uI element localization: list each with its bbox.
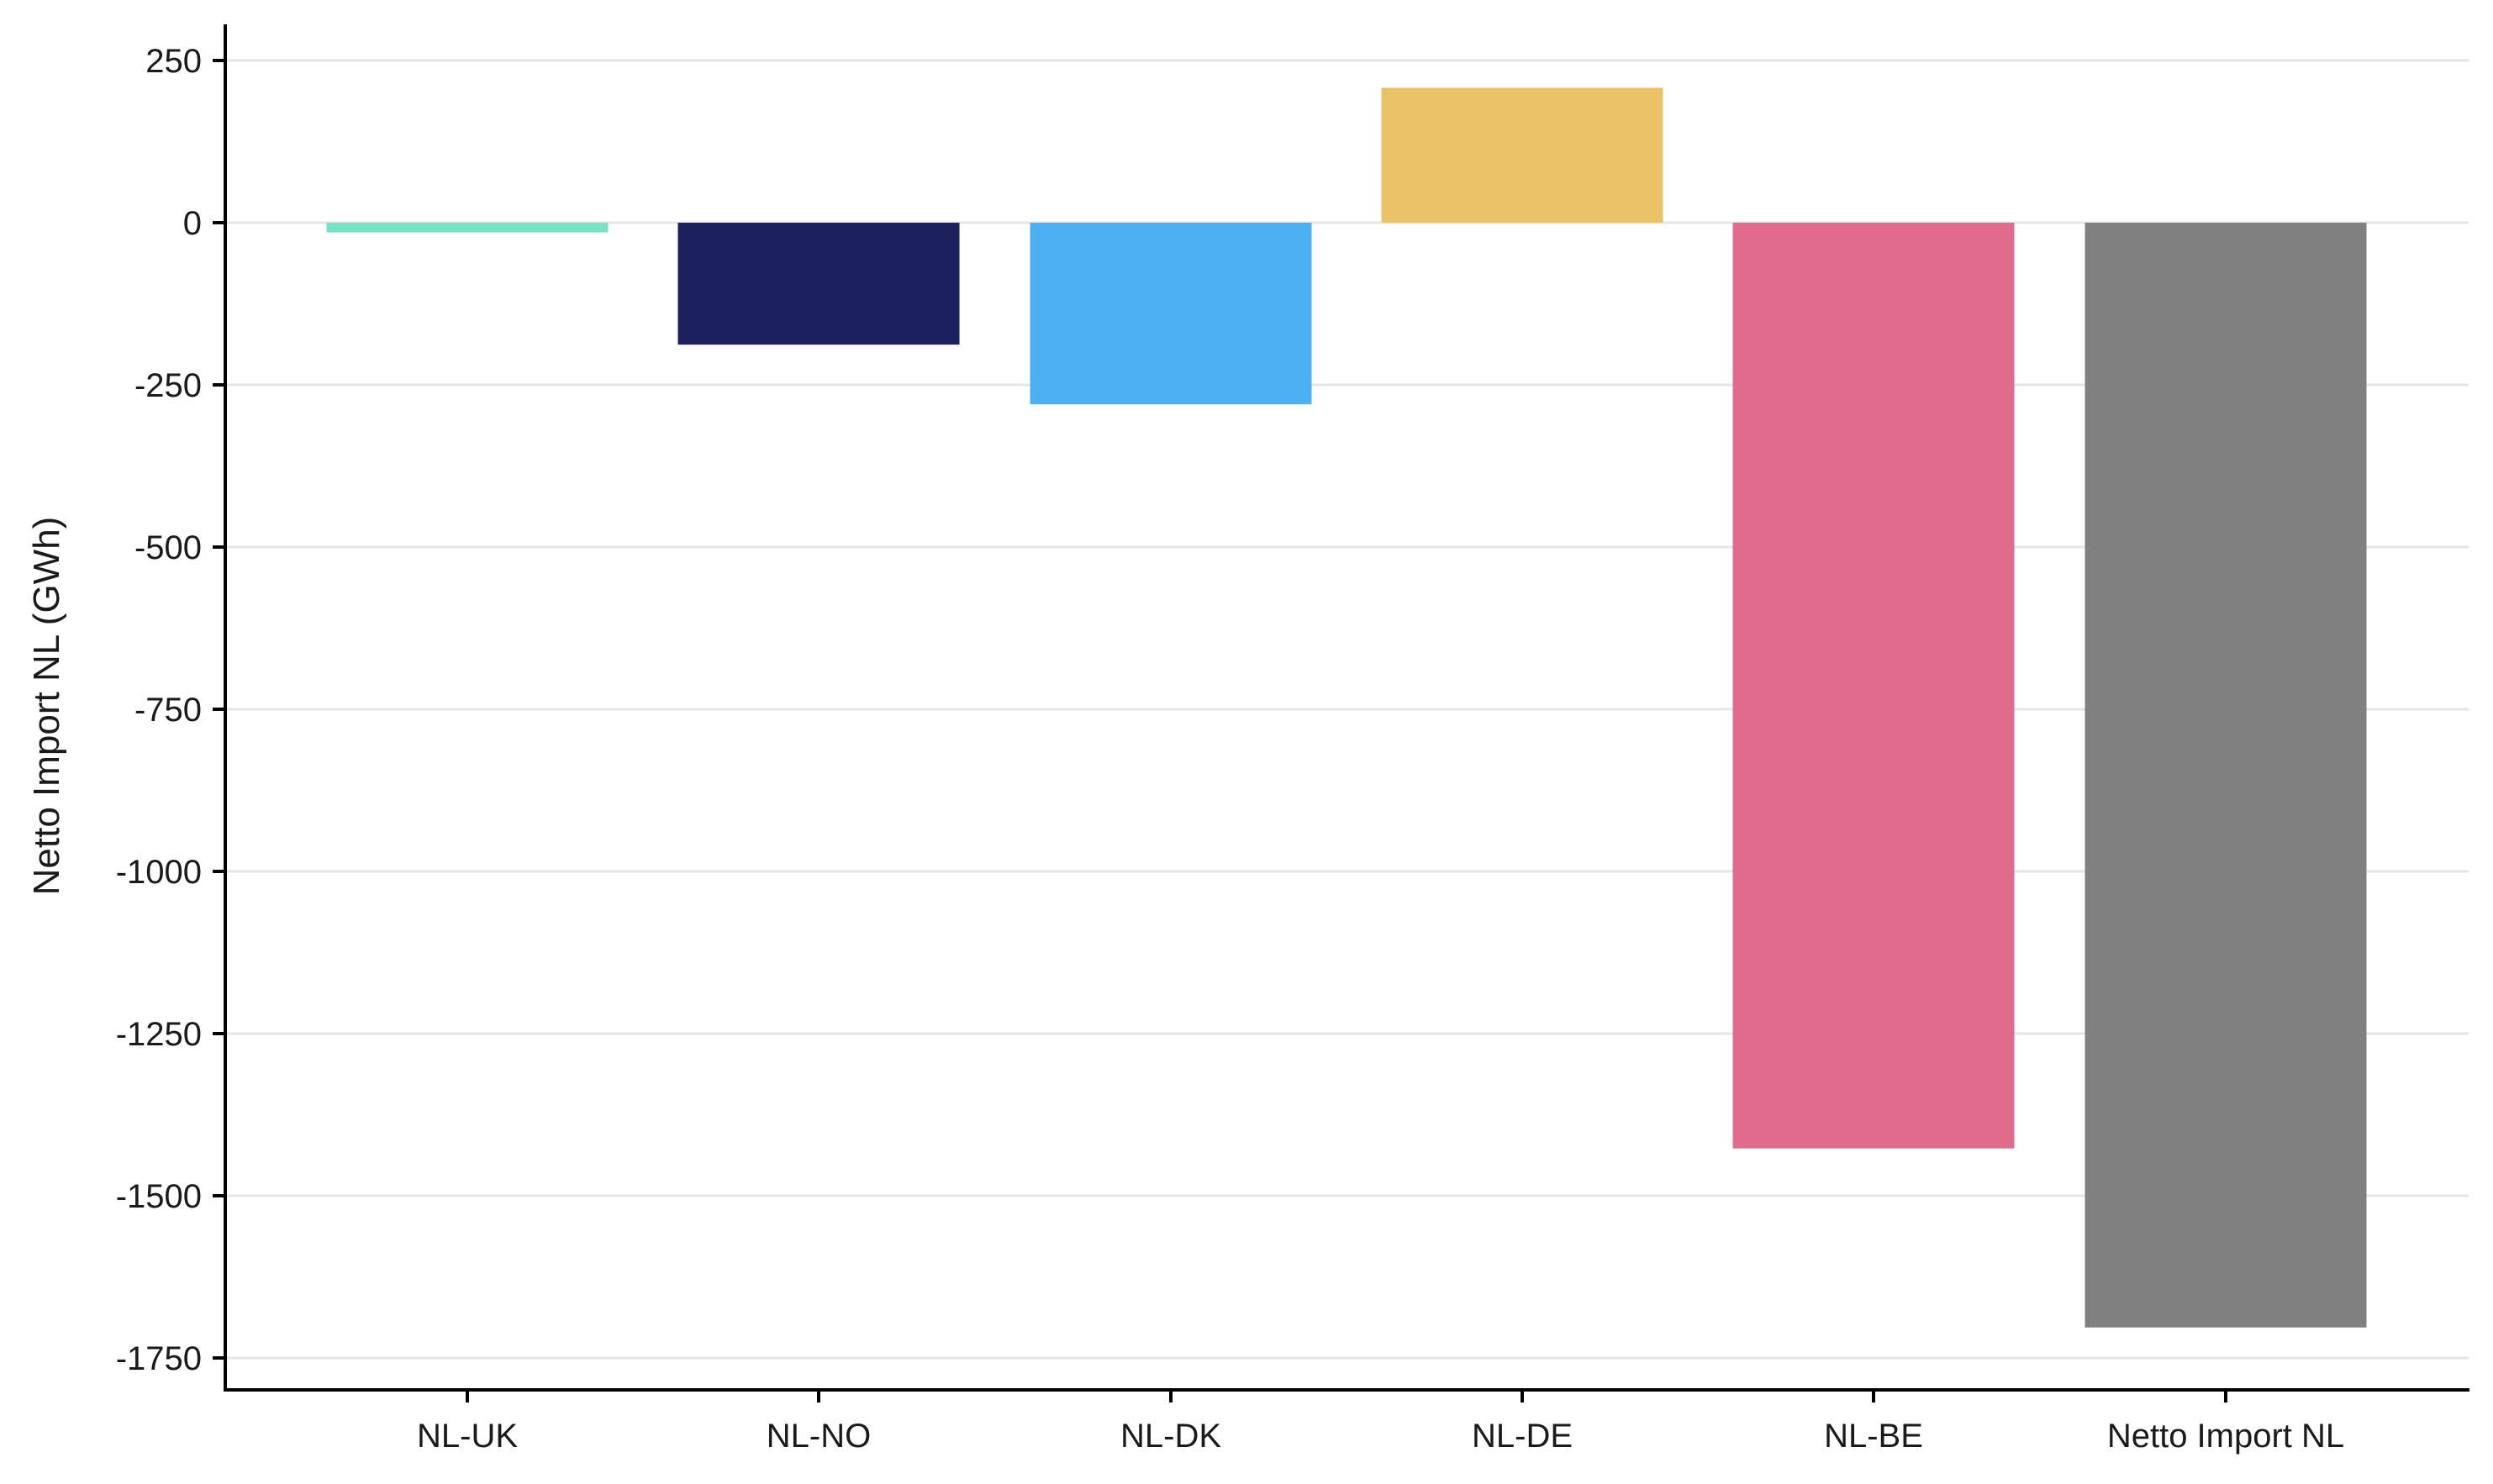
y-tick-label: -1000 <box>116 854 202 891</box>
bars <box>326 87 2367 1328</box>
x-tick-label: NL-DE <box>1472 1418 1573 1455</box>
y-tick-label: 250 <box>145 43 202 80</box>
y-tick-label: -1250 <box>116 1016 202 1053</box>
x-tick-label: NL-DK <box>1120 1418 1221 1455</box>
bar-nl-de <box>1381 87 1663 223</box>
y-tick-label: -1500 <box>116 1178 202 1215</box>
x-axis: NL-UK NL-NO NL-DK NL-DE NL-BE Netto Import NL <box>224 1388 2469 1455</box>
y-axis: 250 0 -250 -500 -750 -1000 -1250 -1500 -1750 <box>116 24 227 1391</box>
y-tick-label: -1750 <box>116 1340 202 1377</box>
y-tick-label: -250 <box>134 367 202 404</box>
bar-nl-be <box>1732 223 2015 1149</box>
y-axis-title: Netto Import NL (GWh) <box>26 517 67 896</box>
bar-netto-import-nl <box>2085 223 2367 1328</box>
x-tick-label: NL-NO <box>767 1418 871 1455</box>
bar-nl-no <box>677 223 960 345</box>
bar-nl-uk <box>326 223 609 233</box>
x-tick-label: NL-BE <box>1824 1418 1923 1455</box>
y-tick-label: 0 <box>183 205 202 242</box>
y-tick-label: -500 <box>134 529 202 566</box>
bar-nl-dk <box>1030 223 1312 405</box>
x-tick-label: NL-UK <box>417 1418 518 1455</box>
x-tick-label: Netto Import NL <box>2107 1418 2344 1455</box>
y-tick-label: -750 <box>134 692 202 729</box>
